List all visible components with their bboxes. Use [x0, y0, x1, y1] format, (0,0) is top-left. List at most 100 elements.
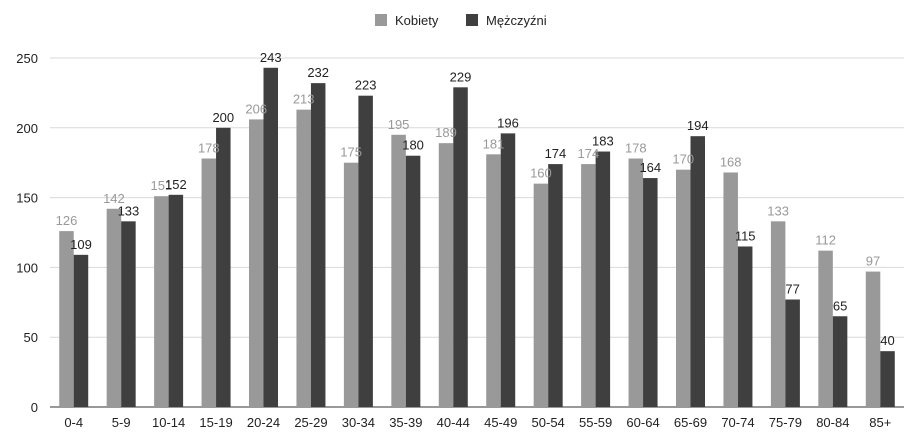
- data-label-mezczyzni: 229: [450, 69, 472, 84]
- bar-mezczyzni: [216, 127, 231, 408]
- data-label-kobiety: 170: [672, 152, 694, 167]
- data-label-mezczyzni: 174: [545, 146, 567, 161]
- data-label-mezczyzni: 223: [355, 78, 377, 93]
- x-tick-label: 35-39: [389, 415, 422, 430]
- bar-mezczyzni: [121, 221, 136, 407]
- data-label-mezczyzni: 109: [70, 237, 92, 252]
- bar-kobiety: [106, 208, 122, 407]
- data-label-mezczyzni: 194: [687, 118, 709, 133]
- y-tick-label: 0: [31, 400, 38, 415]
- bar-mezczyzni: [548, 164, 563, 407]
- x-tick-label: 50-54: [532, 415, 565, 430]
- data-label-kobiety: 174: [578, 146, 600, 161]
- x-axis: 0-4 5-9 10-14 15-19 20-24 25-29 30-34 35-39 40-4…: [64, 415, 891, 430]
- bar-kobiety: [581, 164, 596, 407]
- data-label-kobiety: 175: [340, 145, 362, 160]
- bar-kobiety: [343, 162, 359, 407]
- x-tick-label: 40-44: [437, 415, 470, 430]
- data-label-kobiety: 160: [530, 166, 552, 181]
- x-tick-label: 45-49: [484, 415, 517, 430]
- bar-kobiety: [818, 250, 833, 407]
- data-label-mezczyzni: 183: [592, 134, 614, 149]
- bar-kobiety: [723, 172, 738, 407]
- bar-kobiety: [533, 183, 549, 407]
- y-axis: 0 50 100 150 200 250: [16, 51, 38, 415]
- data-label-mezczyzni: 232: [307, 65, 329, 80]
- data-label-kobiety: 178: [625, 141, 647, 156]
- bar-mezczyzni: [737, 246, 753, 407]
- data-label-kobiety: 206: [245, 101, 267, 116]
- x-tick-label: 30-34: [342, 415, 375, 430]
- x-tick-label: 75-79: [769, 415, 802, 430]
- data-label-kobiety: 168: [720, 154, 742, 169]
- data-label-mezczyzni: 115: [735, 228, 756, 243]
- data-label-mezczyzni: 152: [165, 177, 187, 192]
- data-label-mezczyzni: 77: [785, 282, 799, 297]
- data-label-mezczyzni: 200: [212, 110, 234, 125]
- data-label-kobiety: 178: [198, 141, 220, 156]
- bar-mezczyzni: [310, 83, 326, 408]
- x-tick-label: 10-14: [152, 415, 185, 430]
- legend-swatch-mezczyzni: [466, 14, 478, 26]
- bar-kobiety: [249, 119, 264, 407]
- y-tick-label: 100: [16, 260, 38, 275]
- bar-kobiety: [676, 169, 691, 407]
- bar-kobiety: [770, 221, 786, 407]
- x-tick-label: 5-9: [112, 415, 131, 430]
- data-label-kobiety: 181: [483, 136, 505, 151]
- data-label-kobiety: 142: [103, 191, 125, 206]
- data-label-mezczyzni: 40: [880, 333, 894, 348]
- data-label-kobiety: 126: [56, 213, 78, 228]
- bar-kobiety: [154, 196, 169, 407]
- bar-mezczyzni: [405, 155, 421, 407]
- legend: Kobiety Mężczyźni: [375, 13, 547, 28]
- data-label-kobiety: 195: [388, 117, 410, 132]
- legend-label-mezczyzni: Mężczyźni: [486, 13, 547, 28]
- y-tick-label: 50: [24, 330, 38, 345]
- bar-kobiety: [296, 109, 311, 407]
- x-tick-label: 85+: [869, 415, 891, 430]
- bar-kobiety: [865, 271, 881, 407]
- data-label-mezczyzni: 196: [497, 115, 519, 130]
- data-label-kobiety: 189: [435, 125, 457, 140]
- legend-swatch-kobiety: [375, 14, 387, 26]
- bar-kobiety: [201, 158, 217, 407]
- y-tick-label: 200: [16, 121, 38, 136]
- data-label-kobiety: 213: [293, 92, 315, 107]
- bar-kobiety: [486, 154, 501, 407]
- data-label-kobiety: 151: [151, 178, 173, 193]
- bar-kobiety: [628, 158, 644, 407]
- bar-kobiety: [438, 143, 454, 407]
- x-tick-label: 25-29: [294, 415, 327, 430]
- data-label-kobiety: 97: [866, 254, 880, 269]
- bar-mezczyzni: [263, 67, 278, 407]
- bars: [59, 67, 895, 408]
- x-tick-label: 20-24: [247, 415, 280, 430]
- x-tick-label: 65-69: [674, 415, 707, 430]
- gridlines: [50, 57, 904, 408]
- data-label-kobiety: 112: [815, 233, 836, 248]
- bar-mezczyzni: [73, 254, 89, 407]
- x-tick-label: 70-74: [721, 415, 754, 430]
- bar-kobiety: [391, 134, 406, 407]
- bar-mezczyzni: [832, 316, 848, 407]
- data-label-mezczyzni: 164: [639, 160, 661, 175]
- bar-mezczyzni: [643, 178, 658, 407]
- data-label-mezczyzni: 65: [833, 298, 847, 313]
- bar-mezczyzni: [168, 194, 184, 407]
- x-tick-label: 15-19: [199, 415, 232, 430]
- bar-mezczyzni: [595, 151, 611, 407]
- bar-mezczyzni: [358, 95, 373, 407]
- data-label-kobiety: 133: [767, 203, 789, 218]
- data-label-mezczyzni: 133: [118, 203, 140, 218]
- bar-mezczyzni: [785, 299, 800, 407]
- bar-kobiety: [59, 231, 74, 407]
- legend-label-kobiety: Kobiety: [395, 13, 439, 28]
- bar-mezczyzni: [690, 136, 705, 407]
- y-tick-label: 150: [16, 191, 38, 206]
- x-tick-label: 60-64: [626, 415, 659, 430]
- x-tick-label: 55-59: [579, 415, 612, 430]
- data-label-mezczyzni: 243: [260, 50, 282, 65]
- bar-mezczyzni: [500, 133, 516, 407]
